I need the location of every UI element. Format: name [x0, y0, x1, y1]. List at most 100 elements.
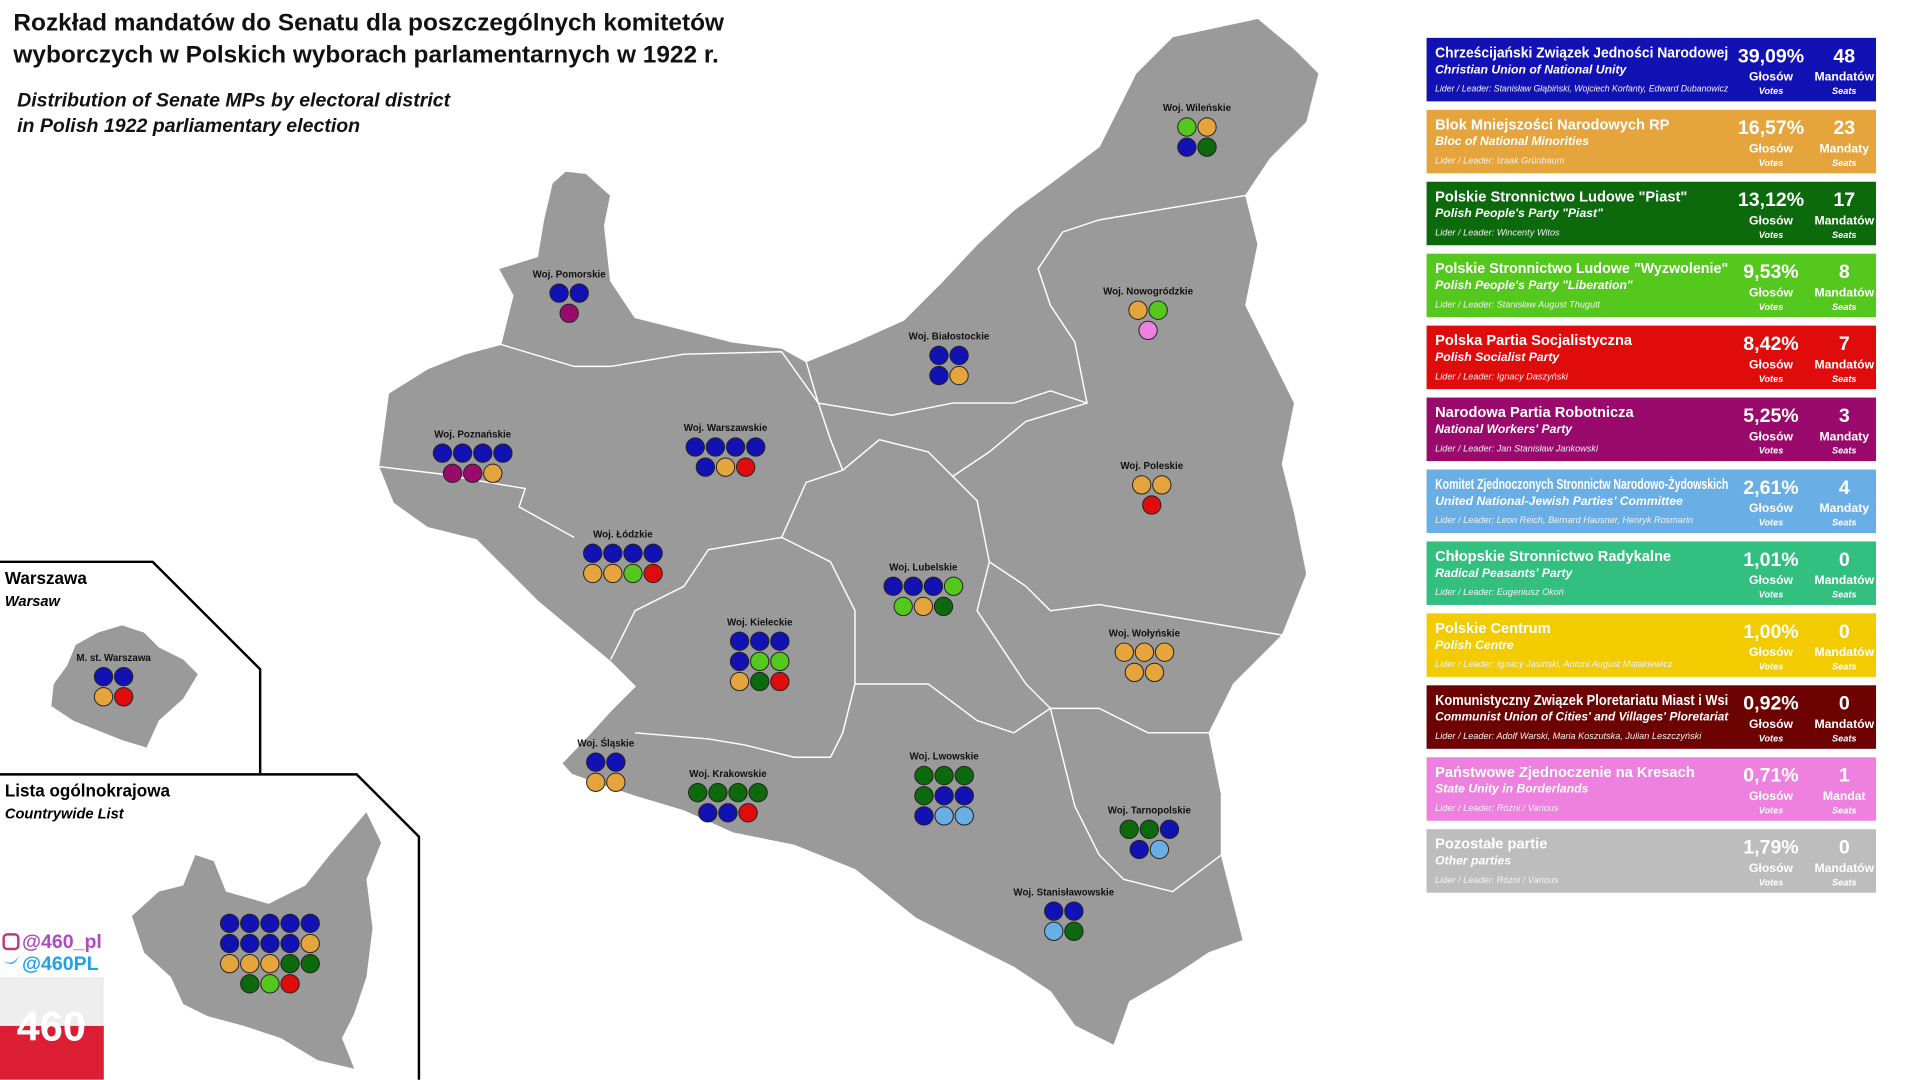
party-box	[1426, 613, 1877, 677]
seat-dot	[559, 303, 579, 323]
seat-count: 0	[1839, 693, 1850, 715]
seat-dot	[933, 596, 954, 617]
seat-dot	[1044, 921, 1064, 941]
district-label: Woj. Poleskie	[1120, 461, 1183, 472]
seat-count: 3	[1839, 405, 1850, 427]
votes-sub: Votes	[1759, 590, 1784, 600]
seat-dot	[483, 463, 503, 483]
seat-dot	[738, 803, 758, 823]
seat-dot	[725, 437, 746, 457]
seat-dot	[718, 803, 738, 823]
district-label: Woj. Łódzkie	[593, 529, 653, 540]
votes-sub: Votes	[1759, 374, 1784, 384]
seat-dot	[643, 563, 663, 584]
seat-dot	[746, 437, 766, 457]
seat-dot	[729, 651, 750, 672]
votes-sub: Votes	[1759, 733, 1784, 743]
party-leader: Lider / Leader: Jan Stanisław Jankowski	[1435, 443, 1599, 453]
vote-percent: 2,61%	[1743, 477, 1798, 499]
seat-dot	[549, 283, 569, 303]
seats-sub: Seats	[1832, 302, 1856, 312]
party-box	[1426, 469, 1877, 534]
seat-dot	[260, 913, 280, 934]
votes-label: Głosów	[1749, 429, 1794, 443]
seat-count: 0	[1839, 549, 1850, 571]
party-name: Komunistyczny Związek Ploretariatu Miast…	[1435, 693, 1728, 709]
party-leader: Lider / Leader: Stanisław August Thugutt	[1435, 299, 1601, 309]
district-label: Woj. Stanisławowskie	[1013, 887, 1114, 898]
seat-dot	[1177, 137, 1197, 157]
vote-percent: 1,00%	[1743, 621, 1798, 643]
seats-sub: Seats	[1832, 590, 1856, 600]
seat-dot	[1064, 921, 1084, 941]
party-box	[1426, 757, 1877, 821]
votes-sub: Votes	[1759, 230, 1784, 240]
seat-dot	[954, 786, 974, 806]
seat-count: 0	[1839, 837, 1850, 859]
party-english: Other parties	[1435, 854, 1511, 868]
votes-sub: Votes	[1759, 302, 1784, 312]
seats-sub: Seats	[1832, 877, 1856, 887]
votes-sub: Votes	[1759, 86, 1784, 96]
district-label: Woj. Śląskie	[577, 737, 634, 749]
party-box	[1426, 829, 1877, 893]
seat-dot	[623, 563, 643, 584]
party-leader: Lider / Leader: Różni / Various	[1435, 875, 1559, 885]
seat-dot	[1159, 819, 1180, 839]
seat-count: 7	[1839, 333, 1850, 355]
logo-bottom	[0, 1025, 104, 1080]
seat-dot	[432, 443, 453, 463]
party-box	[1426, 181, 1877, 246]
seat-dot	[1142, 495, 1162, 515]
seat-dot	[280, 974, 300, 994]
seats-label: Mandatów	[1814, 213, 1874, 227]
party-english: Polish People's Party "Liberation"	[1435, 278, 1633, 292]
logo: 460	[17, 1003, 86, 1050]
seat-dot	[280, 954, 300, 974]
seat-dot	[260, 974, 280, 994]
districts: Woj. Wileńskie Woj. Pomorskie Woj. Nowogró…	[76, 103, 1232, 994]
seat-dot	[586, 772, 606, 792]
seat-dot	[583, 563, 603, 584]
district-label: Woj. Krakowskie	[689, 769, 767, 780]
vote-percent: 9,53%	[1743, 261, 1798, 283]
seat-dot	[606, 772, 626, 792]
seats-sub: Seats	[1832, 733, 1856, 743]
vote-percent: 8,42%	[1743, 333, 1798, 355]
seat-dot	[114, 687, 134, 707]
seat-dot	[750, 671, 770, 692]
vote-percent: 0,92%	[1743, 693, 1798, 715]
party-name: Blok Mniejszości Narodowych RP	[1435, 117, 1670, 133]
vote-percent: 1,01%	[1743, 549, 1798, 571]
votes-sub: Votes	[1759, 446, 1784, 456]
seat-dot	[93, 666, 114, 687]
seat-dot	[442, 463, 463, 483]
seat-dot	[1148, 300, 1168, 320]
district-label: Woj. Pomorskie	[533, 269, 607, 280]
votes-label: Głosów	[1749, 645, 1794, 659]
party-name: Narodowa Partia Robotnicza	[1435, 405, 1634, 421]
district-borders	[378, 194, 1283, 893]
party-leader: Lider / Leader: Ignacy Jasiński, Antoni …	[1435, 659, 1673, 669]
votes-sub: Votes	[1759, 805, 1784, 815]
seat-dot	[698, 803, 718, 823]
party-name: Polskie Stronnictwo Ludowe "Wyzwolenie"	[1435, 261, 1728, 277]
vote-percent: 13,12%	[1738, 189, 1804, 211]
district-label: Woj. Tarnopolskie	[1108, 805, 1192, 816]
party-english: Christian Union of National Unity	[1435, 62, 1627, 76]
seat-dot	[685, 437, 705, 457]
seats-label: Mandatów	[1814, 285, 1874, 299]
seat-dot	[1138, 320, 1158, 341]
district-label: Woj. Nowogródzkie	[1103, 286, 1193, 297]
seats-label: Mandatów	[1814, 861, 1874, 875]
seat-dot	[934, 765, 954, 786]
seat-dot	[606, 752, 626, 772]
inset-subtitle: Warsaw	[5, 594, 62, 610]
title: wyborczych w Polskich wyborach parlament…	[12, 41, 718, 68]
vote-percent: 39,09%	[1738, 45, 1804, 67]
seat-dot	[219, 913, 240, 934]
district-label: Woj. Poznańskie	[434, 429, 511, 440]
seat-dot	[728, 783, 748, 803]
seat-dot	[688, 783, 708, 803]
seat-dot	[893, 596, 913, 617]
